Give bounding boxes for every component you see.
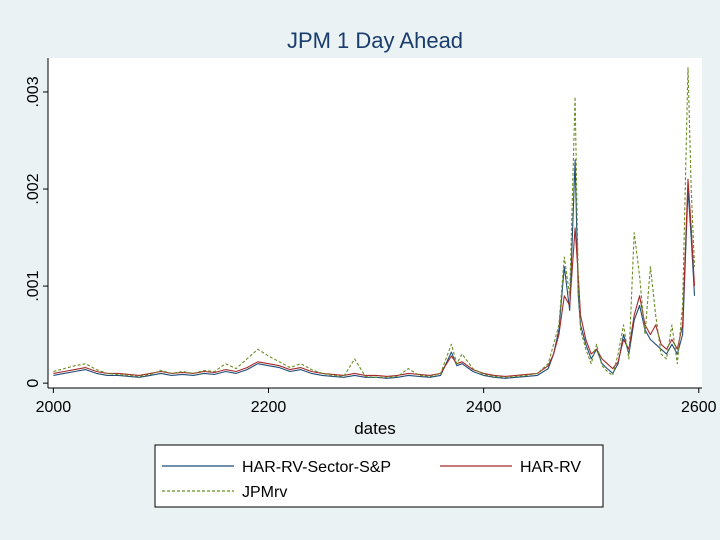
plot-background <box>48 58 702 388</box>
x-tick-label: 2400 <box>466 399 502 416</box>
legend: HAR-RV-Sector-S&P HAR-RV JPMrv <box>154 444 604 508</box>
x-tick-label: 2600 <box>681 399 717 416</box>
legend-box <box>154 444 604 508</box>
series-line-jpmrv <box>53 67 696 378</box>
legend-label: JPMrv <box>242 484 287 501</box>
y-tick-label: 0 <box>25 379 42 388</box>
y-tick-label: .002 <box>25 173 42 204</box>
y-tick-label: .001 <box>25 270 42 301</box>
series-layer <box>53 67 696 379</box>
y-axis-ticks: 0 .001 .002 .003 <box>25 76 48 388</box>
chart-title: JPM 1 Day Ahead <box>287 28 463 53</box>
legend-label: HAR-RV-Sector-S&P <box>242 459 391 476</box>
series-line-har-rv-sector-s-p <box>53 159 696 379</box>
legend-label: HAR-RV <box>520 459 581 476</box>
x-tick-label: 2000 <box>36 399 72 416</box>
y-tick-label: .003 <box>25 76 42 107</box>
x-axis-ticks: 2000 2200 2400 2600 <box>36 388 717 416</box>
x-axis-label: dates <box>354 419 396 438</box>
x-tick-label: 2200 <box>251 399 287 416</box>
